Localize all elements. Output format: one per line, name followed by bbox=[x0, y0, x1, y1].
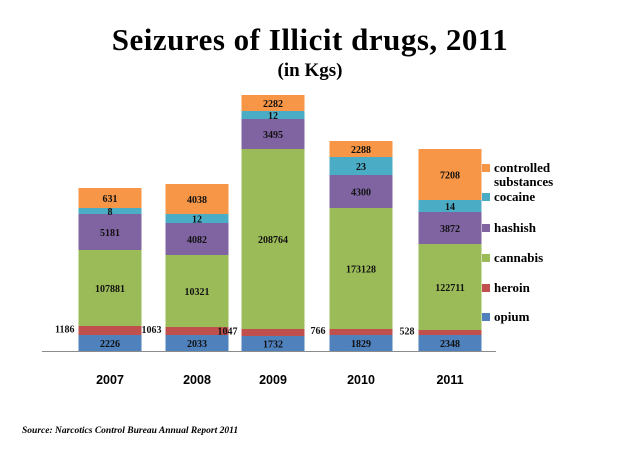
data-label-hashish-2008: 4082 bbox=[187, 235, 207, 246]
bar-2008: 2033 1063 10321 4082 12 4038 bbox=[142, 184, 229, 351]
chart-subtitle: (in Kgs) bbox=[277, 60, 343, 81]
bar-segment-opium-2007 bbox=[78, 335, 142, 351]
bar-segment-cannabis-2010 bbox=[329, 208, 393, 329]
data-label-heroin-2010: 766 bbox=[311, 326, 326, 337]
data-label-cannabis-2007: 107881 bbox=[95, 284, 125, 295]
bar-segment-opium-2009 bbox=[241, 336, 305, 351]
data-label-cannabis-2011: 122711 bbox=[435, 283, 464, 294]
data-label-cannabis-2009: 208764 bbox=[258, 235, 288, 246]
data-label-cannabis-2010: 173128 bbox=[346, 265, 376, 276]
bar-segment-cannabis-2008 bbox=[165, 255, 229, 327]
bar-segment-heroin-2007 bbox=[78, 326, 142, 335]
x-tick-label-2007: 2007 bbox=[96, 373, 124, 387]
bar-segment-controlled-substances-2007 bbox=[78, 188, 142, 208]
bar-segment-cocaine-2011 bbox=[418, 200, 482, 212]
data-label-hashish-2007: 5181 bbox=[100, 228, 120, 239]
data-label-heroin-2009: 1047 bbox=[218, 327, 238, 338]
data-label-cocaine-2011: 14 bbox=[445, 202, 455, 213]
data-label-opium-2010: 1829 bbox=[351, 339, 371, 350]
x-tick-label-2011: 2011 bbox=[436, 373, 463, 387]
bar-segment-hashish-2009 bbox=[241, 119, 305, 149]
source-note: Source: Narcotics Control Bureau Annual … bbox=[22, 426, 239, 436]
data-label-heroin-2007: 1186 bbox=[55, 325, 74, 336]
data-label-hashish-2009: 3495 bbox=[263, 130, 283, 141]
legend-label-controlled-substances: controlled substances bbox=[494, 160, 553, 189]
data-label-cocaine-2007: 8 bbox=[108, 207, 113, 218]
data-label-controlled-substances-2007: 631 bbox=[103, 194, 118, 205]
chart-title: Seizures of Illicit drugs, 2011 bbox=[111, 22, 509, 57]
bar-segment-hashish-2008 bbox=[165, 223, 229, 255]
bar-segment-heroin-2010 bbox=[329, 329, 393, 335]
bar-segment-controlled-substances-2011 bbox=[418, 149, 482, 200]
legend-swatch-opium bbox=[482, 313, 490, 321]
data-label-hashish-2010: 4300 bbox=[351, 188, 371, 199]
bar-segment-cannabis-2009 bbox=[241, 149, 305, 329]
data-label-opium-2007: 2226 bbox=[100, 339, 120, 350]
data-label-opium-2009: 1732 bbox=[263, 340, 283, 351]
data-label-controlled-substances-2009: 2282 bbox=[263, 99, 283, 110]
x-tick-label-2010: 2010 bbox=[347, 373, 375, 387]
bar-segment-cocaine-2009 bbox=[241, 111, 305, 119]
data-label-controlled-substances-2008: 4038 bbox=[187, 195, 207, 206]
bar-segment-cocaine-2008 bbox=[165, 214, 229, 223]
data-label-cocaine-2008: 12 bbox=[192, 215, 202, 226]
x-tick-label-2008: 2008 bbox=[183, 373, 211, 387]
bar-segment-controlled-substances-2008 bbox=[165, 184, 229, 214]
x-tick-label-2009: 2009 bbox=[259, 373, 287, 387]
data-label-heroin-2011: 528 bbox=[400, 327, 415, 338]
data-label-heroin-2008: 1063 bbox=[142, 325, 162, 336]
bar-segment-heroin-2009 bbox=[241, 329, 305, 336]
bar-segment-cannabis-2007 bbox=[78, 250, 142, 326]
bar-segment-cocaine-2007 bbox=[78, 208, 142, 214]
legend-label-hashish: hashish bbox=[494, 220, 537, 235]
legend-swatch-controlled-substances bbox=[482, 164, 490, 172]
legend-swatch-cannabis bbox=[482, 254, 490, 262]
data-label-opium-2011: 2348 bbox=[440, 339, 460, 350]
bar-segment-cannabis-2011 bbox=[418, 244, 482, 330]
legend-label-cocaine: cocaine bbox=[494, 189, 535, 204]
bar-segment-heroin-2011 bbox=[418, 330, 482, 335]
bar-2011: 2348 528 122711 3872 14 7208 bbox=[400, 149, 482, 351]
bar-segment-controlled-substances-2010 bbox=[329, 141, 393, 157]
legend-swatch-heroin bbox=[482, 284, 490, 292]
bar-segment-opium-2011 bbox=[418, 335, 482, 351]
bar-segment-opium-2008 bbox=[165, 335, 229, 351]
legend-label-heroin: heroin bbox=[494, 280, 531, 295]
bar-segment-hashish-2007 bbox=[78, 214, 142, 250]
bar-segment-heroin-2008 bbox=[165, 327, 229, 335]
bar-segment-opium-2010 bbox=[329, 335, 393, 351]
bar-segment-controlled-substances-2009 bbox=[241, 95, 305, 111]
data-label-controlled-substances-2010: 2288 bbox=[351, 145, 371, 156]
bar-segment-cocaine-2010 bbox=[329, 157, 393, 175]
data-label-hashish-2011: 3872 bbox=[440, 224, 460, 235]
data-label-cocaine-2009: 12 bbox=[268, 111, 278, 122]
data-label-opium-2008: 2033 bbox=[187, 339, 207, 350]
bar-segment-hashish-2010 bbox=[329, 175, 393, 208]
bar-2007: 2226 1186 107881 5181 8 631 bbox=[55, 188, 142, 351]
legend-swatch-cocaine bbox=[482, 193, 490, 201]
bar-segment-hashish-2011 bbox=[418, 212, 482, 244]
data-label-cocaine-2010: 23 bbox=[356, 162, 366, 173]
data-label-controlled-substances-2011: 7208 bbox=[440, 171, 460, 182]
legend-label-opium: opium bbox=[494, 309, 530, 324]
legend-label-cannabis: cannabis bbox=[494, 250, 543, 265]
legend-swatch-hashish bbox=[482, 224, 490, 232]
data-label-cannabis-2008: 10321 bbox=[185, 287, 210, 298]
bar-2010: 1829 766 173128 4300 23 2288 bbox=[311, 141, 393, 351]
